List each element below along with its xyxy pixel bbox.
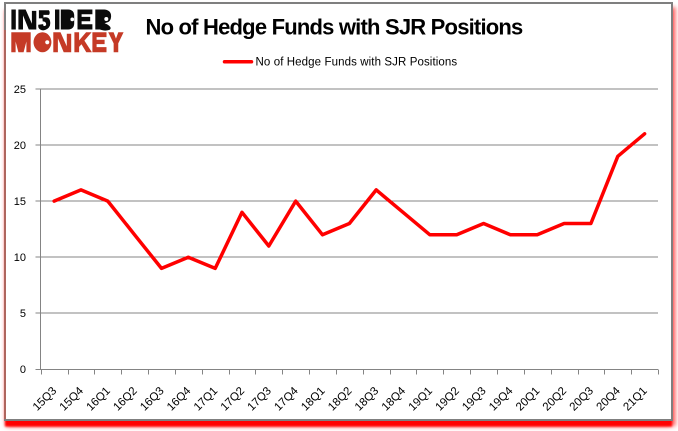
svg-text:25: 25 bbox=[14, 84, 26, 96]
svg-text:18Q1: 18Q1 bbox=[299, 385, 327, 413]
svg-text:19Q3: 19Q3 bbox=[460, 385, 488, 413]
svg-text:15Q4: 15Q4 bbox=[58, 385, 87, 414]
svg-text:16Q2: 16Q2 bbox=[111, 385, 139, 413]
svg-text:20Q4: 20Q4 bbox=[594, 385, 623, 414]
svg-text:16Q3: 16Q3 bbox=[138, 385, 166, 413]
svg-text:21Q1: 21Q1 bbox=[621, 385, 649, 413]
svg-text:18Q4: 18Q4 bbox=[380, 385, 409, 414]
svg-text:No of Hedge Funds with SJR Pos: No of Hedge Funds with SJR Positions bbox=[146, 14, 524, 39]
svg-text:17Q3: 17Q3 bbox=[246, 385, 274, 413]
svg-text:19Q2: 19Q2 bbox=[433, 385, 461, 413]
svg-text:17Q1: 17Q1 bbox=[192, 385, 220, 413]
svg-text:20Q1: 20Q1 bbox=[514, 385, 542, 413]
svg-text:16Q1: 16Q1 bbox=[85, 385, 113, 413]
svg-text:0: 0 bbox=[20, 364, 26, 376]
svg-text:17Q2: 17Q2 bbox=[219, 385, 247, 413]
svg-text:18Q2: 18Q2 bbox=[326, 385, 354, 413]
svg-text:15: 15 bbox=[14, 196, 26, 208]
svg-text:No of Hedge Funds with SJR Pos: No of Hedge Funds with SJR Positions bbox=[256, 56, 458, 68]
svg-text:10: 10 bbox=[14, 252, 26, 264]
svg-text:17Q4: 17Q4 bbox=[272, 385, 301, 414]
svg-text:18Q3: 18Q3 bbox=[353, 385, 381, 413]
svg-text:19Q1: 19Q1 bbox=[407, 385, 435, 413]
svg-text:16Q4: 16Q4 bbox=[165, 385, 194, 414]
svg-text:15Q3: 15Q3 bbox=[31, 385, 59, 413]
svg-text:5: 5 bbox=[20, 308, 26, 320]
svg-text:20Q3: 20Q3 bbox=[568, 385, 596, 413]
svg-text:19Q4: 19Q4 bbox=[487, 385, 516, 414]
svg-text:20: 20 bbox=[14, 140, 26, 152]
svg-text:20Q2: 20Q2 bbox=[541, 385, 569, 413]
